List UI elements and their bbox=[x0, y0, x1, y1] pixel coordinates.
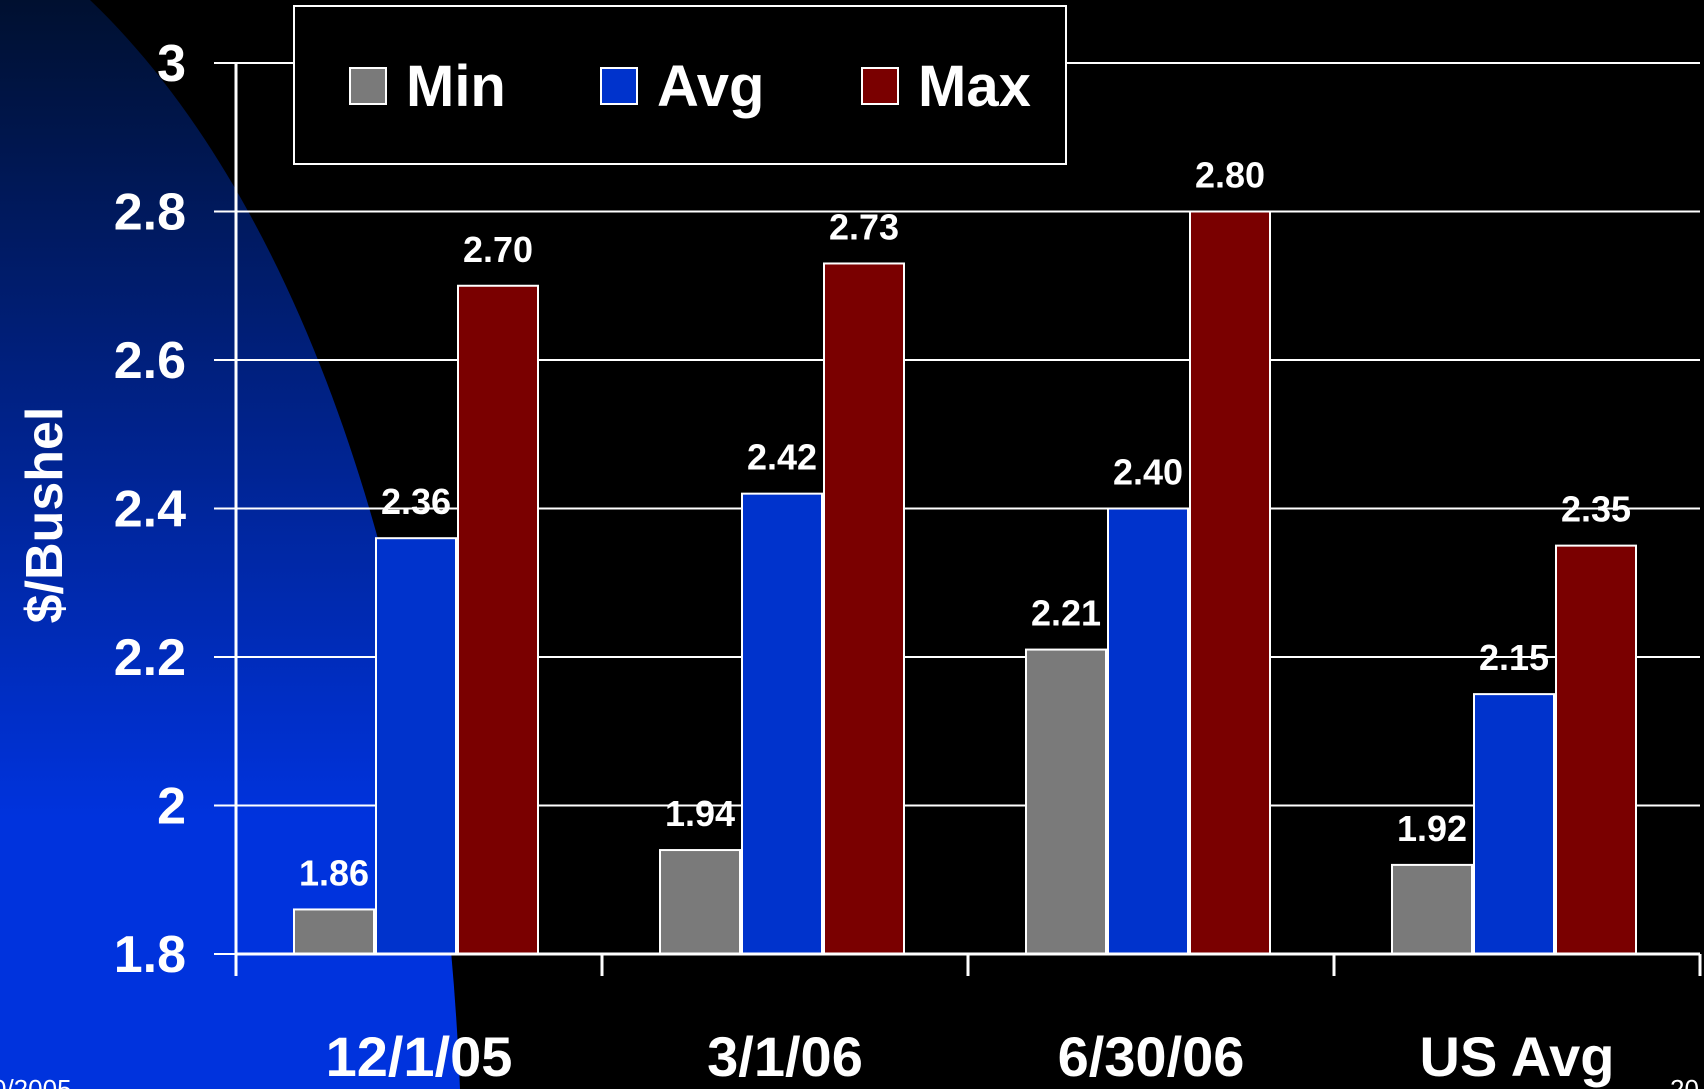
y-tick-label: 2.6 bbox=[114, 332, 186, 390]
data-label: 2.15 bbox=[1479, 637, 1549, 678]
footer-right-text: 20 bbox=[1670, 1074, 1699, 1089]
y-tick-label: 2.2 bbox=[114, 629, 186, 687]
data-label: 1.92 bbox=[1397, 808, 1467, 849]
legend-label-min: Min bbox=[406, 54, 506, 119]
data-label: 2.36 bbox=[381, 481, 451, 522]
bar-min bbox=[659, 849, 741, 955]
x-category-label: US Avg bbox=[1420, 1025, 1615, 1088]
bar-min bbox=[1025, 648, 1107, 955]
data-label: 1.86 bbox=[299, 852, 369, 893]
legend-swatch-avg bbox=[600, 67, 638, 105]
legend-label-max: Max bbox=[918, 54, 1031, 119]
y-tick-label: 1.8 bbox=[114, 926, 186, 984]
bar-min bbox=[1391, 863, 1473, 956]
y-tick-label: 3 bbox=[157, 35, 186, 93]
background-arc bbox=[0, 0, 460, 1089]
bar-max bbox=[1555, 544, 1637, 955]
data-label: 2.80 bbox=[1195, 155, 1265, 196]
bar-avg bbox=[1473, 693, 1555, 955]
bar-avg bbox=[1107, 507, 1189, 955]
data-label: 2.70 bbox=[463, 229, 533, 270]
data-label: 1.94 bbox=[665, 793, 735, 834]
legend-swatch-min bbox=[349, 67, 387, 105]
bar-avg bbox=[375, 537, 457, 955]
bar-max bbox=[457, 284, 539, 955]
data-label: 2.35 bbox=[1561, 489, 1631, 530]
legend: Min Avg Max bbox=[293, 5, 1067, 165]
legend-box bbox=[293, 5, 1067, 165]
data-labels: 1.86 2.36 2.70 1.94 2.42 2.73 2.21 2.40 2.80 1.92… bbox=[299, 155, 1631, 894]
footer-left-text: 0/2005 bbox=[0, 1074, 72, 1089]
bar-avg bbox=[741, 492, 823, 955]
data-label: 2.40 bbox=[1113, 452, 1183, 493]
data-label: 2.21 bbox=[1031, 593, 1101, 634]
bars bbox=[293, 210, 1637, 956]
bar-min bbox=[293, 908, 375, 956]
y-tick-label: 2.8 bbox=[114, 184, 186, 242]
y-tick-label: 2.4 bbox=[114, 481, 186, 539]
bar-max bbox=[1189, 210, 1271, 955]
data-label: 2.42 bbox=[747, 437, 817, 478]
x-category-label: 6/30/06 bbox=[1058, 1025, 1245, 1088]
legend-swatch-max bbox=[861, 67, 899, 105]
data-label: 2.73 bbox=[829, 206, 899, 247]
x-category-label: 12/1/05 bbox=[326, 1025, 513, 1088]
y-axis-title: $/Bushel bbox=[16, 407, 74, 624]
bar-max bbox=[823, 262, 905, 956]
x-category-label: 3/1/06 bbox=[707, 1025, 863, 1088]
legend-label-avg: Avg bbox=[657, 54, 764, 119]
axes: 1.8 2 2.2 2.4 2.6 2.8 3 12/1/05 3/1/06 6/30/06 US … bbox=[114, 35, 1702, 1088]
y-tick-label: 2 bbox=[157, 778, 186, 836]
